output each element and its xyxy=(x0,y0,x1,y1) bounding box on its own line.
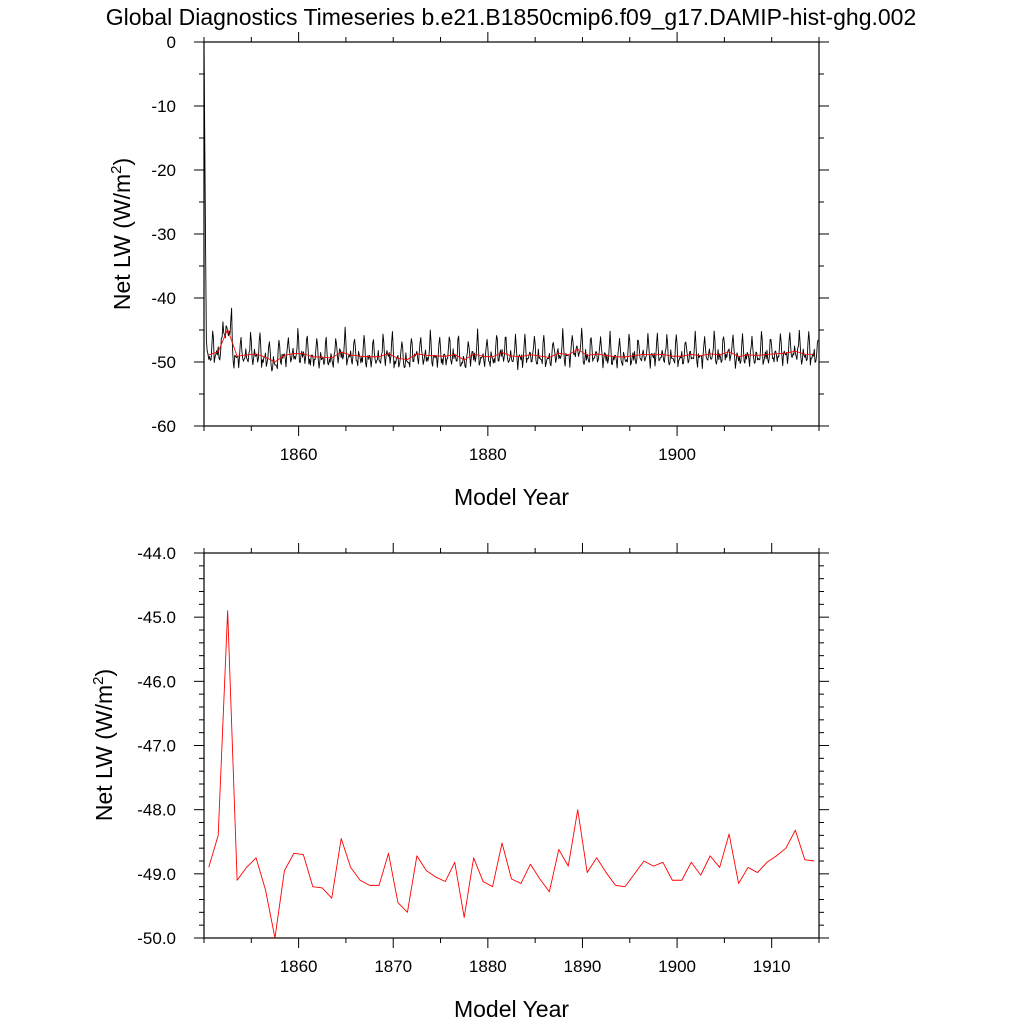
y-tick-label: -20 xyxy=(151,161,176,180)
y-axis-label: Net LW (W/m2) xyxy=(90,669,117,821)
y-tick-label: 0 xyxy=(167,33,176,52)
y-tick-label: -44.0 xyxy=(137,544,176,563)
y-tick-label: -50.0 xyxy=(137,929,176,948)
y-tick-label: -10 xyxy=(151,97,176,116)
x-tick-label: 1900 xyxy=(658,957,696,976)
y-tick-label: -60 xyxy=(151,417,176,436)
y-tick-label: -30 xyxy=(151,225,176,244)
x-axis-label: Model Year xyxy=(454,484,569,510)
x-tick-label: 1880 xyxy=(469,957,507,976)
annual-mean-line xyxy=(208,610,815,938)
series-group xyxy=(208,610,815,938)
y-tick-label: -49.0 xyxy=(137,865,176,884)
x-tick-label: 1870 xyxy=(374,957,412,976)
y-axis-label: Net LW (W/m2) xyxy=(108,158,135,310)
annual-mean-line xyxy=(208,328,815,363)
series-group xyxy=(204,42,819,372)
x-axis-label: Model Year xyxy=(454,996,569,1022)
x-tick-label: 1880 xyxy=(469,445,507,464)
x-tick-label: 1900 xyxy=(658,445,696,464)
x-tick-label: 1910 xyxy=(753,957,791,976)
y-tick-label: -46.0 xyxy=(137,672,176,691)
plot-frame xyxy=(203,41,820,427)
bottom-chart-panel: 1860 1870 1880 1890 1900 1910 -44.0 -45.0 -46.0 -… xyxy=(90,543,829,1022)
monthly-line xyxy=(204,42,819,372)
plot-frame xyxy=(203,552,820,939)
x-tick-label: 1860 xyxy=(280,957,318,976)
figure-title: Global Diagnostics Timeseries b.e21.B185… xyxy=(106,4,917,30)
x-tick-label: 1860 xyxy=(280,445,318,464)
y-tick-label: -48.0 xyxy=(137,801,176,820)
y-tick-label: -50 xyxy=(151,353,176,372)
y-tick-label: -45.0 xyxy=(137,608,176,627)
x-tick-label: 1890 xyxy=(564,957,602,976)
top-chart-panel: 1860 1880 1900 0 -10 -20 -30 -40 -50 -60 Model Yea… xyxy=(108,32,829,510)
y-tick-label: -47.0 xyxy=(137,737,176,756)
y-tick-label: -40 xyxy=(151,289,176,308)
